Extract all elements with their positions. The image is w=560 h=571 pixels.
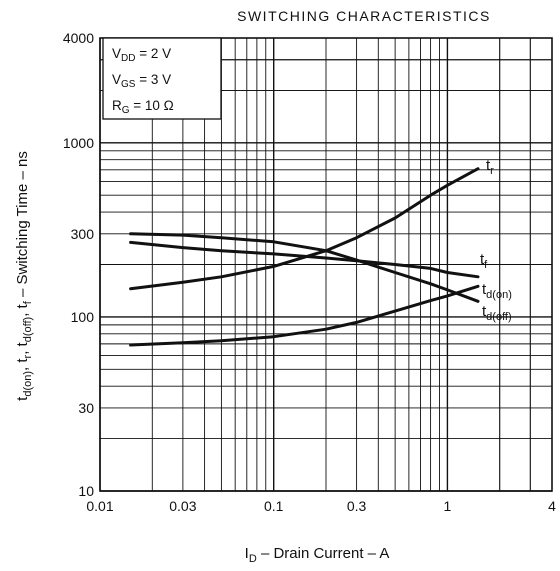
- y-tick-label: 300: [71, 226, 95, 242]
- y-axis-label: td(on), tr, td(off), tf – Switching Time…: [14, 151, 34, 401]
- series-curves: [129, 167, 480, 347]
- label-td-on: td(on): [482, 281, 512, 301]
- y-tick-label: 100: [71, 309, 95, 325]
- x-tick-label: 0.01: [86, 498, 113, 514]
- x-tick-label: 1: [444, 498, 452, 514]
- chart-title: SWITCHING CHARACTERISTICS: [237, 8, 491, 24]
- plot-frame: [99, 37, 553, 492]
- x-tick-label: 0.3: [347, 498, 367, 514]
- y-tick-labels: 10 30 100 300 1000 4000: [63, 30, 94, 499]
- label-tf: tf: [480, 251, 488, 271]
- test-conditions-box: VDD = 2 V VGS = 3 V RG = 10 Ω: [102, 37, 222, 120]
- x-axis-label: ID – Drain Current – A: [245, 545, 390, 565]
- series-line-t-d-off-: [129, 232, 480, 303]
- y-tick-label: 1000: [63, 135, 94, 151]
- label-tr: tr: [486, 157, 494, 177]
- conditions-box-border: [102, 37, 222, 120]
- y-tick-label: 4000: [63, 30, 94, 46]
- x-tick-label: 0.03: [169, 498, 196, 514]
- x-tick-label: 4: [548, 498, 556, 514]
- series-line-t-d-on-: [129, 284, 480, 347]
- condition-rg: RG = 10 Ω: [112, 98, 174, 116]
- x-tick-labels: 0.01 0.03 0.1 0.3 1 4: [86, 498, 556, 514]
- series-line-t-f: [129, 240, 480, 279]
- y-tick-label: 30: [78, 400, 94, 416]
- x-tick-label: 0.1: [264, 498, 284, 514]
- label-td-off: td(off): [482, 303, 512, 323]
- series-line-t-r: [129, 167, 480, 291]
- y-tick-label: 10: [78, 483, 94, 499]
